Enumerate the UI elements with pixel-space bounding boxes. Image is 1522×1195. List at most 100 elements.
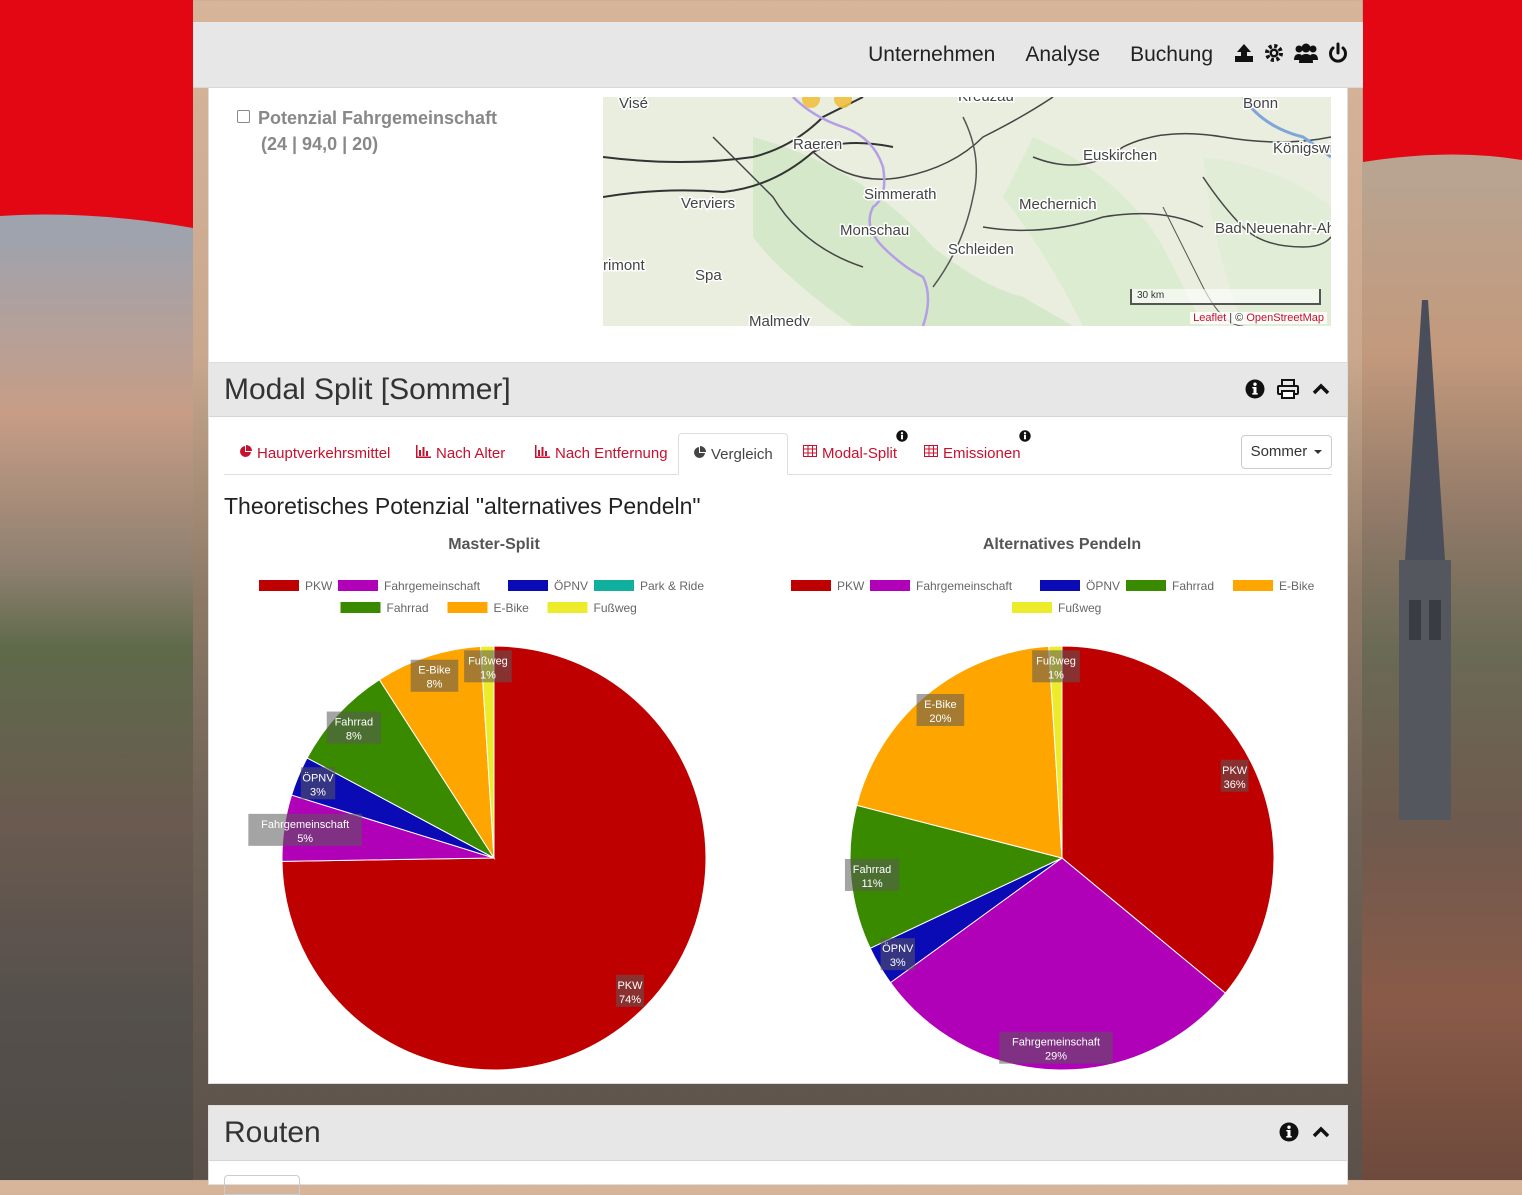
chart-title: Master-Split — [448, 536, 540, 553]
tab-label: Modal-Split — [822, 445, 898, 462]
nav-analyse[interactable]: Analyse — [1025, 43, 1101, 66]
data-label-name: Fahrrad — [853, 864, 892, 876]
legend-item: E-Bike — [1279, 579, 1315, 593]
legend-swatch[interactable] — [1233, 580, 1273, 591]
leaflet-link[interactable]: Leaflet — [1193, 312, 1227, 324]
table-icon — [803, 445, 817, 457]
chevron-up-icon[interactable] — [1311, 379, 1331, 399]
map-place: Bad Neuenahr-Ahrweiler — [1215, 220, 1331, 237]
tab-emissionen[interactable]: Emissionen — [924, 433, 1021, 475]
tab-nach-entfernung[interactable]: Nach Entfernung — [535, 433, 668, 475]
pie-slice[interactable] — [378, 645, 495, 860]
tab-bar: Hauptverkehrsmittel Nach Alter Nach Entf… — [224, 430, 1332, 475]
modal-split-panel: Modal Split [Sommer] Hauptverkehrsmittel… — [208, 362, 1348, 1084]
caret-down-icon — [1314, 450, 1323, 455]
panel-heading: Modal Split [Sommer] — [209, 363, 1347, 417]
info-icon[interactable] — [896, 430, 908, 442]
data-label-name: PKW — [1222, 765, 1248, 777]
tab-nach-alter[interactable]: Nach Alter — [416, 433, 505, 475]
potenzial-checkbox-row[interactable]: Potenzial Fahrgemeinschaft (24 | 94,0 | … — [237, 105, 497, 157]
routen-tab-stub[interactable] — [224, 1175, 300, 1195]
data-label-box — [880, 938, 915, 971]
data-label-name: E-Bike — [924, 699, 956, 711]
main-container: Unternehmen Analyse Buchung Potenzial Fa… — [193, 22, 1363, 1195]
users-icon[interactable] — [1293, 42, 1319, 64]
map-place: Mechernich — [1019, 196, 1097, 213]
church-spire-decoration — [1399, 300, 1451, 820]
legend-swatch[interactable] — [547, 602, 588, 613]
map-attribution: Leaflet | © OpenStreetMap — [1190, 312, 1327, 324]
data-label-name: Fahrgemeinschaft — [261, 819, 349, 831]
map-tiles: Visé Raeren Kreuzau Bonn Euskirchen Köni… — [603, 97, 1331, 326]
legend-item: Fahrrad — [1172, 579, 1214, 593]
legend-swatch[interactable] — [508, 580, 548, 591]
map-place: Euskirchen — [1083, 147, 1157, 164]
print-icon[interactable] — [1277, 379, 1299, 399]
data-label-box — [464, 650, 512, 683]
legend-item: ÖPNV — [1086, 579, 1120, 593]
data-label-name: ÖPNV — [302, 772, 334, 784]
info-icon[interactable] — [1279, 1122, 1299, 1142]
data-label-name: Fußweg — [1036, 655, 1076, 667]
power-icon[interactable] — [1327, 42, 1349, 64]
brand-red-banner — [0, 0, 1522, 228]
tab-label: Nach Entfernung — [555, 445, 668, 462]
legend-swatch[interactable] — [338, 580, 378, 591]
info-icon[interactable] — [1019, 430, 1031, 442]
map-place: Malmedy — [749, 313, 810, 326]
info-icon[interactable] — [1245, 379, 1265, 399]
gear-icon[interactable] — [1263, 42, 1285, 64]
legend-item: Fußweg — [594, 601, 637, 615]
legend-swatch[interactable] — [259, 580, 299, 591]
map-place: Schleiden — [948, 241, 1014, 258]
bar-chart-icon — [535, 445, 550, 458]
leaflet-map[interactable]: Visé Raeren Kreuzau Bonn Euskirchen Köni… — [603, 97, 1331, 326]
data-label-box — [1032, 650, 1080, 683]
pie-slice[interactable] — [1061, 645, 1275, 994]
map-place: Monschau — [840, 222, 909, 239]
season-dropdown[interactable]: Sommer — [1241, 435, 1332, 469]
checkbox-sublabel: (24 | 94,0 | 20) — [261, 134, 379, 154]
tab-label: Vergleich — [711, 446, 773, 463]
pie-slice[interactable] — [889, 857, 1227, 1071]
tab-vergleich[interactable]: Vergleich — [678, 433, 788, 475]
map-panel: Potenzial Fahrgemeinschaft (24 | 94,0 | … — [208, 88, 1348, 363]
checkbox-label: Potenzial Fahrgemeinschaft — [258, 108, 498, 128]
data-label-box — [326, 711, 381, 744]
legend-swatch[interactable] — [791, 580, 831, 591]
map-place: Visé — [619, 97, 648, 112]
nav-unternehmen[interactable]: Unternehmen — [868, 43, 996, 66]
data-label-value: 8% — [427, 679, 443, 691]
legend-swatch[interactable] — [340, 602, 381, 613]
osm-link[interactable]: OpenStreetMap — [1246, 312, 1324, 324]
upload-icon[interactable] — [1233, 42, 1255, 64]
map-place: Bonn — [1243, 97, 1278, 112]
data-label-value: 5% — [297, 833, 313, 845]
tab-modal-split[interactable]: Modal-Split — [803, 433, 897, 475]
bar-chart-icon — [416, 445, 431, 458]
nav-buchung[interactable]: Buchung — [1130, 43, 1213, 66]
data-label-value: 20% — [929, 713, 951, 725]
map-place: Raeren — [793, 136, 842, 153]
chevron-up-icon[interactable] — [1311, 1122, 1331, 1142]
legend-swatch[interactable] — [594, 580, 634, 591]
data-label-value: 3% — [310, 786, 326, 798]
legend-swatch[interactable] — [870, 580, 910, 591]
legend-swatch[interactable] — [1126, 580, 1166, 591]
tab-hauptverkehrsmittel[interactable]: Hauptverkehrsmittel — [239, 433, 390, 475]
map-place: Königswinter — [1273, 140, 1331, 157]
legend-item: Fahrrad — [387, 601, 429, 615]
legend-item: Fahrgemeinschaft — [384, 579, 481, 593]
checkbox[interactable] — [237, 110, 250, 123]
legend-swatch[interactable] — [1012, 602, 1052, 613]
map-place: Kreuzau — [958, 97, 1014, 105]
legend-item: PKW — [837, 579, 865, 593]
data-label-box — [300, 767, 336, 800]
pie-slice[interactable] — [480, 645, 495, 859]
pie-slice[interactable] — [1048, 645, 1063, 859]
chart-heading: Theoretisches Potenzial "alternatives Pe… — [224, 493, 701, 519]
data-label-value: 29% — [1045, 1051, 1067, 1063]
legend-swatch[interactable] — [447, 602, 488, 613]
legend-swatch[interactable] — [1040, 580, 1080, 591]
data-label-box — [916, 693, 965, 726]
